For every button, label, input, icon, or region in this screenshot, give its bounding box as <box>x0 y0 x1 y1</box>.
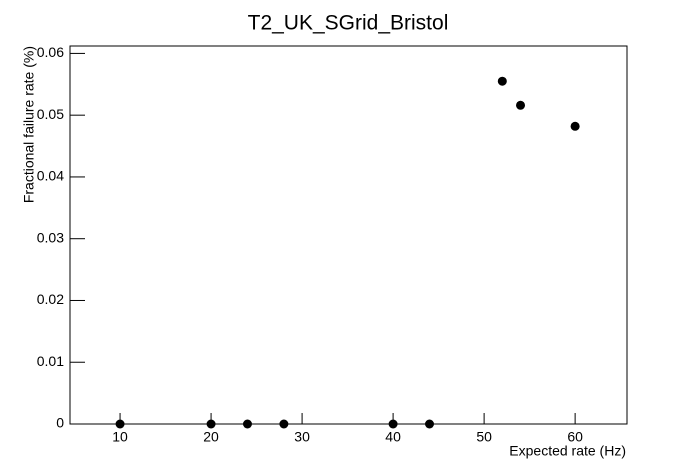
y-tick-label: 0.06 <box>37 44 64 60</box>
point <box>115 419 125 429</box>
x-tick-label: 50 <box>476 429 492 445</box>
y-axis-title: Fractional failure rate (%) <box>21 46 37 203</box>
x-tick-label: 30 <box>294 429 310 445</box>
y-tick-label: 0.05 <box>37 106 64 122</box>
x-tick-label: 40 <box>385 429 401 445</box>
point <box>242 419 252 429</box>
y-tick-label: 0.01 <box>37 353 64 369</box>
x-tick-label: 60 <box>567 429 583 445</box>
point <box>388 419 398 429</box>
x-tick-label: 20 <box>203 429 219 445</box>
y-tick-label: 0 <box>56 415 64 431</box>
y-tick-label: 0.03 <box>37 229 64 245</box>
point <box>425 419 435 429</box>
x-tick-label: 10 <box>112 429 128 445</box>
y-tick-label: 0.02 <box>37 291 64 307</box>
y-tick-label: 0.04 <box>37 168 64 184</box>
plot-frame <box>69 45 628 425</box>
x-axis-title: Expected rate (Hz) <box>509 443 626 459</box>
chart-title: T2_UK_SGrid_Bristol <box>248 12 449 35</box>
point <box>516 100 526 110</box>
point <box>570 121 580 131</box>
point <box>206 419 216 429</box>
point <box>279 419 289 429</box>
point <box>497 76 507 86</box>
